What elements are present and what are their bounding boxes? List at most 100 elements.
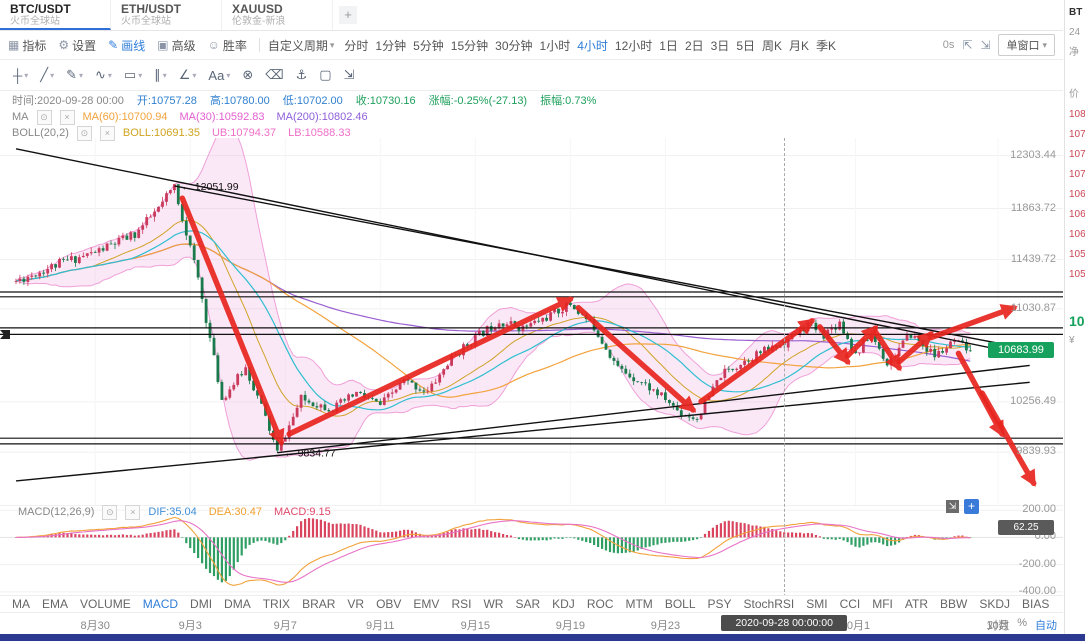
macd-chart[interactable] [0,505,1063,596]
indicator-tab-vr[interactable]: VR [347,597,365,611]
text-tool-icon: Aa [208,67,225,83]
candle-countdown: 0s [942,39,955,51]
indicator-tab-roc[interactable]: ROC [586,597,614,611]
period-月K[interactable]: 月K [789,38,810,53]
indicator-tab-trix[interactable]: TRIX [262,597,291,611]
indicator-tab-ma[interactable]: MA [12,597,30,611]
custom-period-dropdown[interactable]: 自定义周期 ▾ [267,38,335,53]
close-icon[interactable]: × [59,109,75,125]
indicator-tab-bias[interactable]: BIAS [1022,597,1050,611]
crosshair-tool[interactable]: ┼ ▾ [8,66,33,85]
export-tool[interactable]: ⇲ [339,65,360,85]
period-2日[interactable]: 2日 [684,38,704,53]
wave-tool[interactable]: ∿ ▾ [90,65,117,85]
tab-xauusd[interactable]: XAUUSD 伦敦金-新浪 [222,0,333,30]
close-icon[interactable]: × [99,125,115,141]
indicator-tab-obv[interactable]: OBV [376,597,402,611]
date-label: 9月19 [555,620,586,632]
period-1小时[interactable]: 1小时 [539,38,571,53]
fullscreen-icon[interactable]: ⇱ [962,38,973,52]
winrate-button[interactable]: ☺ 胜率 [207,38,247,53]
annotation-arrow [979,390,1037,487]
macd-add-button[interactable]: + [964,499,979,514]
indicator-tab-bbw[interactable]: BBW [940,597,968,611]
advanced-button[interactable]: ▣ 高级 [157,38,196,53]
indicator-tab-kdj[interactable]: KDJ [552,597,575,611]
settings-button[interactable]: ⚙ 设置 [58,38,97,53]
indicator-tab-emv[interactable]: EMV [413,597,440,611]
angle-tool[interactable]: ∠ ▾ [174,65,202,85]
indicator-tab-brar[interactable]: BRAR [302,597,336,611]
indicator-tab-dma[interactable]: DMA [224,597,251,611]
rectangle-tool[interactable]: ▭ ▾ [119,65,147,85]
period-15分钟[interactable]: 15分钟 [450,38,489,53]
add-tab-button[interactable]: + [339,6,357,24]
indicator-tab-cci[interactable]: CCI [839,597,861,611]
date-label: 10月 [986,620,1010,632]
gear-icon: ⚙ [58,38,70,52]
period-季K[interactable]: 季K [816,38,837,53]
anchor-tool[interactable]: ⚓ [291,65,313,85]
indicator-tab-wr[interactable]: WR [483,597,504,611]
main-toolbar: ▦ 指标 ⚙ 设置 ✎ 画线 ▣ 高级 ☺ 胜率 自定义周期 ▾ 分时 1分钟 5分钟 15分钟 3… [0,31,1063,60]
indicator-tab-macd[interactable]: MACD [142,597,179,611]
indicators-button[interactable]: ▦ 指标 [8,38,47,53]
screenshot-tool[interactable]: ▢ [314,65,336,85]
macd-legend-values: DIF:35.04 DEA:30.47 MACD:9.15 [148,506,330,518]
chevron-down-icon: ▾ [50,70,55,80]
indicator-tab-smi[interactable]: SMI [806,597,828,611]
eye-icon[interactable]: ⊙ [76,125,92,141]
date-label: 9月7 [273,620,297,632]
close-icon[interactable]: × [125,504,141,520]
period-周K[interactable]: 周K [762,38,783,53]
tab-symbol: BTC/USDT [10,2,71,16]
period-12小时[interactable]: 12小时 [614,38,653,53]
indicator-tab-mfi[interactable]: MFI [872,597,893,611]
indicator-tab-ema[interactable]: EMA [42,597,69,611]
eye-icon[interactable]: ⊙ [102,504,118,520]
indicator-tab-volume[interactable]: VOLUME [80,597,131,611]
period-3日[interactable]: 3日 [710,38,730,53]
period-5分钟[interactable]: 5分钟 [413,38,444,53]
scale-option-%[interactable]: % [1017,617,1027,629]
candlestick-chart[interactable]: ← 12051.99 ← 9834.77 [0,138,1063,505]
smiley-icon: ☺ [207,38,220,52]
boll-band [16,138,971,461]
remove-drawing-tool[interactable]: ⊗ [237,65,258,85]
scale-option-自动[interactable]: 自动 [1035,620,1057,632]
indicator-tab-boll[interactable]: BOLL [664,597,696,611]
indicator-tab-stochrsi[interactable]: StochRSI [743,597,795,611]
tab-btc-usdt[interactable]: BTC/USDT 火币全球站 [0,0,111,30]
text-tool[interactable]: Aa ▾ [203,66,235,85]
high-value: 高:10780.00 [209,95,270,107]
tab-eth-usdt[interactable]: ETH/USDT 火币全球站 [111,0,222,30]
period-1分钟[interactable]: 1分钟 [375,38,407,53]
split-window-icon[interactable]: ⇲ [980,38,991,52]
side-row: 107 [1069,169,1085,180]
pencil-tool[interactable]: ✎ ▾ [61,65,88,85]
period-5日[interactable]: 5日 [736,38,755,53]
indicator-tab-mtm[interactable]: MTM [625,597,653,611]
window-mode-dropdown[interactable]: 单窗口 ▾ [998,34,1055,56]
eye-icon[interactable]: ⊙ [36,109,52,125]
indicator-tab-atr[interactable]: ATR [904,597,929,611]
indicator-tab-psy[interactable]: PSY [707,597,732,611]
period-分时[interactable]: 分时 [344,38,369,53]
draw-toolbar: ┼ ▾ ╱ ▾ ✎ ▾ ∿ ▾ ▭ ▾ ∥ ▾ ∠ ▾ Aa ▾ ⊗ ⌫ ⚓ ▢ ⇲ [0,60,1063,91]
scale-option-对数[interactable]: 对数 [987,620,1010,632]
boll-ub-value: UB:10794.37 [211,127,277,139]
parallel-channel-tool[interactable]: ∥ ▾ [149,65,172,85]
period-4小时[interactable]: 4小时 [577,38,608,53]
indicator-tab-sar[interactable]: SAR [515,597,541,611]
macd-expand-icon[interactable]: ⇲ [946,500,959,513]
tab-symbol: ETH/USDT [121,2,181,16]
eraser-tool[interactable]: ⌫ [260,65,288,85]
trendline-tool[interactable]: ╱ ▾ [35,65,59,85]
indicator-tab-skdj[interactable]: SKDJ [979,597,1011,611]
indicator-tab-rsi[interactable]: RSI [451,597,472,611]
indicator-tab-dmi[interactable]: DMI [190,597,213,611]
period-30分钟[interactable]: 30分钟 [495,38,533,53]
period-1日[interactable]: 1日 [659,38,678,53]
draw-button[interactable]: ✎ 画线 [108,38,146,53]
price-alert-marker[interactable] [0,330,10,339]
